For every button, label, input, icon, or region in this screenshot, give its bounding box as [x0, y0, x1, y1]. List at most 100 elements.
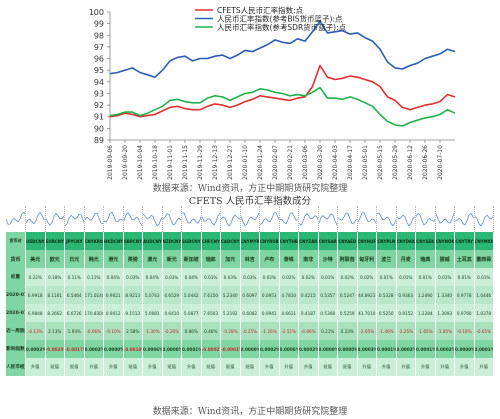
table-cell: 0.0001%: [415, 340, 436, 358]
x-tick-label: 2019-11-01: [167, 145, 174, 180]
sparkline-icon: [416, 212, 435, 226]
table-cell: 0.4187: [298, 304, 319, 322]
currency-name-cell: 泰铢: [279, 250, 299, 268]
table-cell: -0.0001%: [220, 340, 241, 358]
table-cell: 0.22%: [25, 268, 46, 286]
table-cell: 0.6097: [240, 286, 260, 304]
component-table: 货币对 USDCNY EURCNY JPYCNY CNYKRW HKDCNY GBPCNY A…: [6, 206, 494, 396]
header-cell: CNYHUF: [357, 232, 377, 250]
table-cell: 5.0877: [181, 304, 202, 322]
sparkline-path: [416, 212, 435, 226]
currency-name-cell: 土耳其: [454, 250, 475, 268]
y-tick-label: 90: [94, 124, 104, 133]
sparkline-icon: [474, 214, 493, 227]
x-tick-label: 2020-02-07: [272, 145, 279, 180]
table-cell: 贬值: [318, 358, 338, 376]
header-cell: HKDCNY: [103, 232, 124, 250]
sparkline-path: [143, 213, 162, 227]
sparkline-icon: [45, 212, 64, 226]
table-cell: -1.30%: [142, 322, 163, 340]
data-row: 2020-07-246.99188.11616.5464171.01400.90…: [6, 286, 494, 304]
table-cell: 170.8300: [84, 304, 104, 322]
sparkline-icon: [435, 213, 454, 224]
table-cell: 0.5250: [376, 304, 397, 322]
sparkline-icon: [201, 212, 220, 226]
sparkline-cell: [259, 206, 280, 232]
x-tick-label: 2020-06-12: [407, 145, 414, 180]
sparkline-icon: [455, 212, 474, 226]
table-title: CFETS 人民币汇率指数成分: [188, 196, 312, 207]
currency-name-cell: 澳元: [142, 250, 163, 268]
table-cell: 0.0001%: [181, 340, 202, 358]
table-cell: -0.66%: [84, 322, 104, 340]
table-cell: -1.85%: [435, 322, 455, 340]
table-cell: 0.0002%: [396, 340, 416, 358]
table-cell: 0.04%: [103, 268, 124, 286]
table-cell: 贬值: [201, 358, 221, 376]
table-cell: 升值: [279, 358, 299, 376]
currency-name-cell: 加元: [220, 250, 241, 268]
table-cell: 0.9012: [103, 304, 124, 322]
data-row: 2020-07-316.98488.26626.6726170.83000.90…: [6, 304, 494, 322]
header-cell: CNYZAR: [298, 232, 319, 250]
sparkline-cell: [318, 206, 338, 232]
header-cell: JPYCNY: [64, 232, 85, 250]
table-cell: 8.2662: [45, 304, 65, 322]
table-cell: 贬值: [162, 358, 182, 376]
table-cell: 0.03%: [220, 268, 241, 286]
table-cell: 升值: [357, 358, 377, 376]
table-cell: 0.6082: [240, 304, 260, 322]
sparkline-cell: [279, 206, 299, 232]
y-tick-label: 93: [94, 89, 104, 98]
x-tick-label: 2019-10-18: [152, 145, 159, 180]
x-tick-label: 2019-09-06: [107, 145, 114, 180]
table-cell: 0.01%: [318, 268, 338, 286]
chart-source-caption: 数据来源：Wind资讯，方正中期期货研究院整理: [152, 184, 348, 194]
sparkline-icon: [240, 212, 259, 227]
table-cell: 0.0003%: [357, 340, 377, 358]
table-cell: 8.9213: [123, 286, 143, 304]
sparkline-path: [162, 213, 181, 226]
table-cell: 0.0003%: [25, 340, 46, 358]
table-cell: 升值: [298, 358, 319, 376]
sparkline-icon: [182, 212, 201, 224]
y-tick-label: 94: [94, 78, 104, 87]
table-cell: 43.7010: [357, 304, 377, 322]
table-cell: 8.1161: [45, 286, 65, 304]
legend-label-1: CFETS人民币汇率指数:点: [217, 5, 304, 15]
x-tick-label: 2020-02-21: [287, 145, 294, 180]
x-tick-label: 2020-01-24: [257, 145, 264, 180]
table-cell: 0.0002%: [298, 340, 319, 358]
sparkline-cell: [298, 206, 319, 232]
table-cell: 0.01%: [474, 268, 494, 286]
table-cell: 1.3093: [435, 304, 455, 322]
y-tick-label: 100: [89, 8, 104, 17]
sparkline-path: [474, 214, 493, 227]
table-cell: 0.5357: [318, 286, 338, 304]
currency-name-cell: 瑞典: [415, 250, 436, 268]
table-cell: 0.5328: [376, 286, 397, 304]
table-cell: -1.65%: [415, 322, 436, 340]
table-cell: 5.2192: [220, 304, 241, 322]
x-tick-label: 2020-06-26: [422, 145, 429, 180]
header-cell: CNYAED: [337, 232, 358, 250]
currency-name-cell: 墨西哥: [474, 250, 494, 268]
header-cell: NZDCNY: [162, 232, 182, 250]
table-cell: 升值: [181, 358, 202, 376]
currency-name-cell: 新元: [162, 250, 182, 268]
table-cell: 贬值: [45, 358, 65, 376]
sparkline-path: [455, 212, 474, 226]
data-row: 影响指数0.0003%-0.0025%-0.0017%0.0002%0.0000…: [6, 340, 494, 358]
currency-name-cell: 丹麦: [396, 250, 416, 268]
table-cell: 0.0002%: [259, 340, 280, 358]
table-cell: -0.25%: [240, 322, 260, 340]
x-tick-label: 2019-09-20: [122, 145, 129, 180]
header-cell: CADCNY: [220, 232, 241, 250]
table-cell: -0.26%: [162, 322, 182, 340]
table-cell: 1.2284: [415, 304, 436, 322]
header-cell: CHFCNY: [201, 232, 221, 250]
currency-name-cell: 新加坡: [181, 250, 202, 268]
table-cell: 7.6503: [201, 304, 221, 322]
table-cell: -0.65%: [474, 322, 494, 340]
x-tick-label: 2020-03-06: [302, 145, 309, 180]
